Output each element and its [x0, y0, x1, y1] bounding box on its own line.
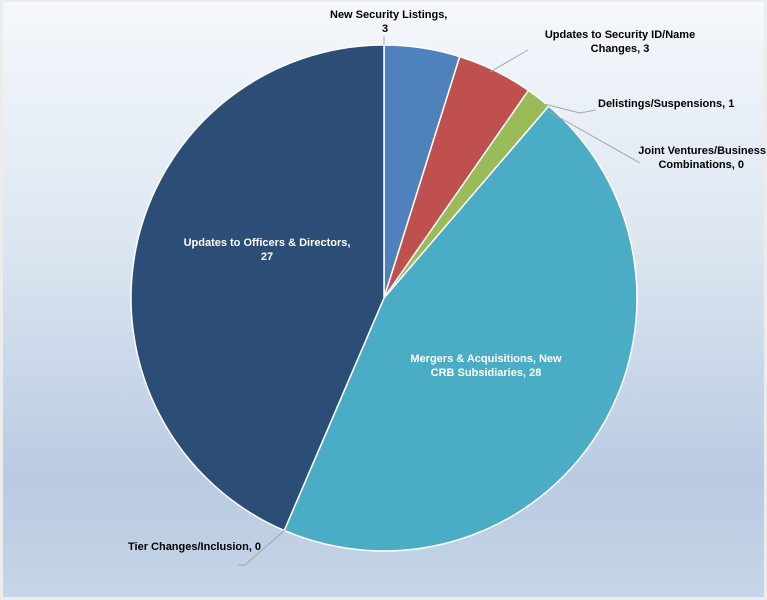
label-officers-directors: Updates to Officers & Directors, 27 [172, 236, 362, 264]
label-mergers-acquisitions: Mergers & Acquisitions, New CRB Subsidia… [404, 352, 568, 380]
leader-line [539, 102, 597, 114]
label-text: Delistings/Suspensions, 1 [598, 98, 735, 110]
leader-line [489, 49, 529, 73]
label-new-security-listings: New Security Listings, 3 [330, 8, 448, 36]
label-value: 27 [260, 251, 274, 263]
label-value: Combinations, 0 [658, 159, 744, 171]
label-text: Tier Changes/Inclusion, 0 [128, 541, 262, 553]
label-tier-changes: Tier Changes/Inclusion, 0 [128, 540, 262, 554]
label-value: CRB Subsidiaries, 28 [430, 367, 542, 379]
pie-slice-updates-to-officers-directors [130, 44, 385, 532]
label-text: Mergers & Acquisitions, New [410, 353, 562, 365]
pie-slice-mergers-acquisitions-new-crb-subsidiaries [283, 104, 638, 552]
label-text: Joint Ventures/Business [638, 145, 766, 157]
label-value: Changes, 3 [590, 43, 650, 55]
label-text: Updates to Security ID/Name [544, 29, 696, 41]
label-text: New Security Listings, [330, 9, 448, 21]
label-security-id-changes: Updates to Security ID/Name Changes, 3 [522, 28, 718, 56]
leader-line [547, 110, 641, 164]
label-text: Updates to Officers & Directors, [183, 237, 351, 249]
label-joint-ventures: Joint Ventures/Business Combinations, 0 [636, 144, 766, 172]
label-value: 3 [381, 23, 389, 35]
leader-line [238, 529, 286, 566]
label-delistings: Delistings/Suspensions, 1 [598, 97, 738, 111]
